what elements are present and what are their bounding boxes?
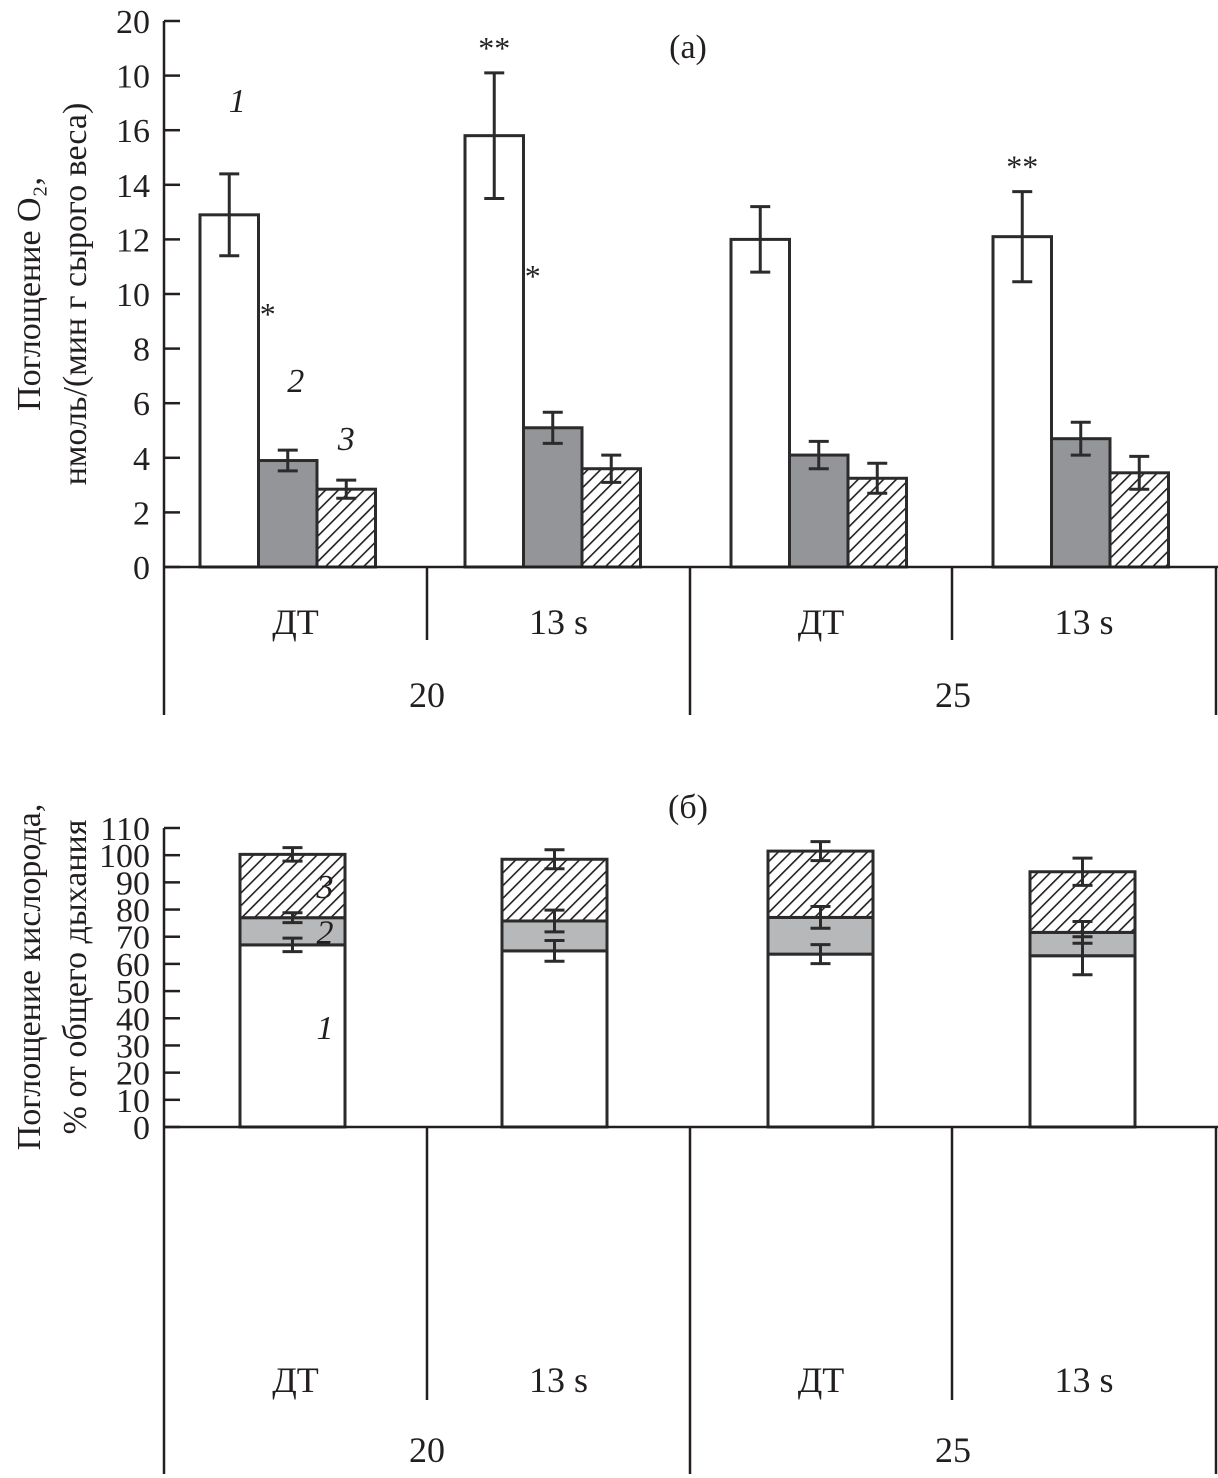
- series-label-3: 3: [337, 421, 355, 458]
- y-tick-label: 14: [116, 168, 150, 205]
- y-tick-label: 100: [99, 838, 150, 875]
- series-label-2: 2: [317, 914, 334, 951]
- y-tick-label: 80: [116, 893, 150, 930]
- y-tick-label: 8: [133, 332, 150, 369]
- group-label: 25: [935, 1430, 971, 1470]
- panel-a-ylabel-line1: Поглощение O₂,: [11, 177, 48, 411]
- bar-series-2: [1050, 437, 1112, 569]
- stack-segment-series-1: [1028, 954, 1137, 1129]
- category-label: 13 s: [1054, 602, 1113, 642]
- bar-series-2: [257, 459, 319, 569]
- category-label: 13 s: [529, 602, 588, 642]
- y-tick-label: 6: [133, 386, 150, 423]
- y-tick-label: 10: [116, 277, 150, 314]
- bar-series-1: [991, 235, 1053, 569]
- panel-a-ylabel-line2: нмоль/(мин г сырого веса): [57, 103, 94, 486]
- y-tick-label: 12: [116, 222, 150, 259]
- significance-marker: *: [525, 258, 541, 294]
- significance-marker: *: [260, 296, 276, 332]
- y-tick-label: 70: [116, 920, 150, 957]
- category-label: 13 s: [1054, 1360, 1113, 1400]
- group-label: 25: [935, 675, 971, 715]
- category-label: ДТ: [798, 1360, 845, 1400]
- category-label: ДТ: [272, 602, 319, 642]
- significance-marker: **: [1006, 149, 1038, 185]
- y-tick-label: 90: [116, 865, 150, 902]
- y-tick-label: 10: [116, 1083, 150, 1120]
- panel-b-ylabel-line1: Поглощение кислорода,: [11, 804, 48, 1151]
- category-label: ДТ: [798, 602, 845, 642]
- series-label-3: 3: [316, 869, 334, 906]
- y-tick-label: 30: [116, 1028, 150, 1065]
- y-tick-label: 10: [116, 59, 150, 96]
- y-tick-label: 16: [116, 113, 150, 150]
- y-tick-label: 4: [133, 441, 150, 478]
- panel-b: (б) Поглощение кислорода, % от общего ды…: [11, 789, 1218, 1474]
- y-tick-label: 0: [133, 1110, 150, 1147]
- significance-marker: **: [478, 30, 510, 66]
- bar-series-1: [198, 213, 260, 569]
- y-tick-label: 50: [116, 974, 150, 1011]
- bar-series-2: [522, 426, 584, 569]
- bar-series-1: [729, 237, 791, 569]
- bar-series-3: [315, 487, 377, 569]
- series-label-2: 2: [287, 363, 304, 400]
- panel-b-y-axis-title: Поглощение кислорода, % от общего дыхани…: [11, 804, 94, 1151]
- panel-a-y-axis-title: Поглощение O₂, нмоль/(мин г сырого веса): [11, 103, 94, 486]
- bar-series-1: [463, 134, 525, 569]
- panel-b-ylabel-line2: % от общего дыхания: [57, 819, 94, 1134]
- y-tick-label: 0: [133, 550, 150, 587]
- category-label: 13 s: [529, 1360, 588, 1400]
- bar-series-2: [788, 453, 850, 569]
- panel-b-label: (б): [668, 789, 708, 826]
- y-tick-label: 20: [116, 4, 150, 41]
- category-label: ДТ: [272, 1360, 319, 1400]
- stack-segment-series-1: [500, 949, 609, 1129]
- group-label: 20: [409, 675, 445, 715]
- group-label: 20: [409, 1430, 445, 1470]
- y-tick-label: 60: [116, 947, 150, 984]
- y-tick-label: 40: [116, 1001, 150, 1038]
- series-label-1: 1: [317, 1010, 334, 1047]
- panel-a: (a) Поглощение O₂, нмоль/(мин г сырого в…: [11, 4, 1218, 715]
- y-tick-label: 110: [100, 811, 150, 848]
- panel-a-label: (a): [669, 29, 707, 66]
- y-tick-label: 2: [133, 495, 150, 532]
- stack-segment-series-1: [766, 952, 875, 1129]
- y-tick-label: 20: [116, 1056, 150, 1093]
- series-label-1: 1: [229, 83, 246, 120]
